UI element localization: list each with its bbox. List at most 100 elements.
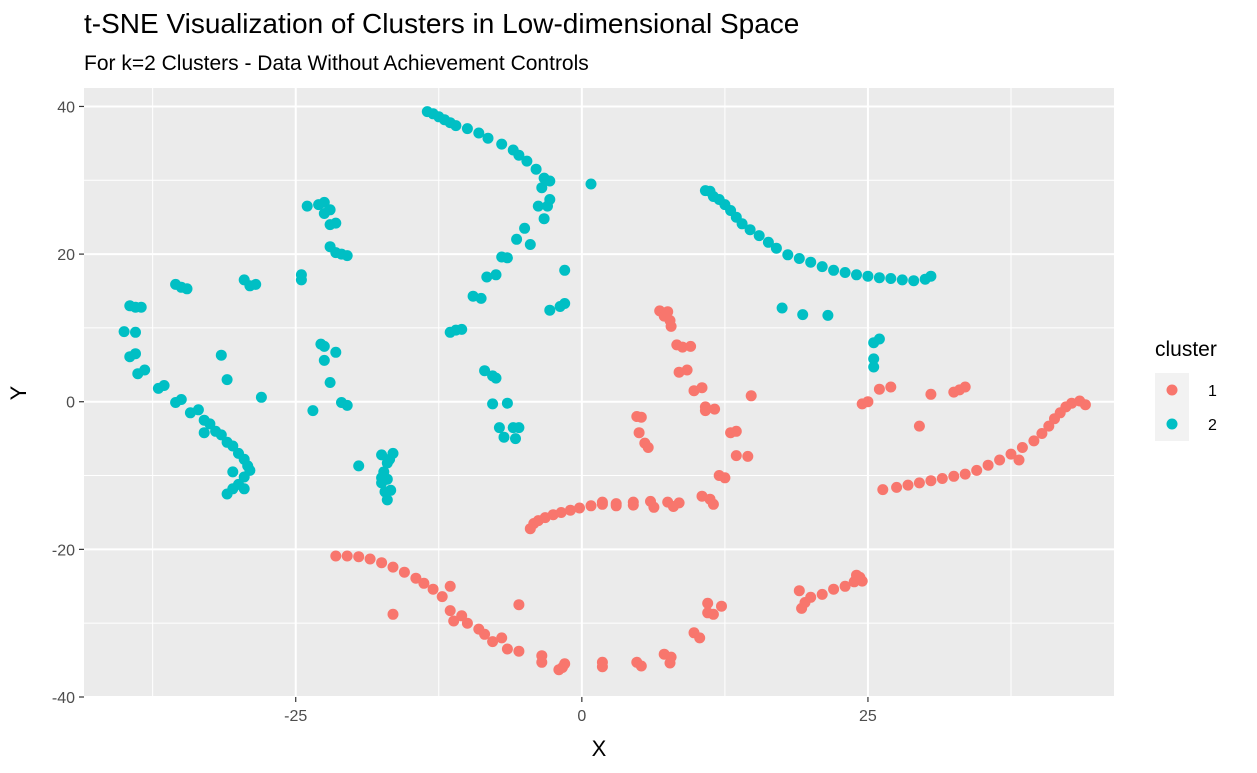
- data-point-cluster-2: [295, 274, 307, 286]
- data-point-cluster-2: [805, 256, 817, 268]
- data-point-cluster-2: [318, 208, 330, 219]
- data-point-cluster-2: [501, 397, 513, 409]
- data-point-cluster-2: [215, 429, 227, 441]
- legend-swatch-2: [1166, 418, 1178, 430]
- data-point-cluster-2: [885, 273, 897, 284]
- data-point-cluster-1: [707, 608, 719, 620]
- data-point-cluster-1: [536, 656, 548, 668]
- data-point-cluster-2: [307, 405, 319, 417]
- data-point-cluster-1: [496, 632, 508, 644]
- data-point-cluster-1: [664, 657, 676, 669]
- data-point-cluster-2: [776, 302, 788, 314]
- data-point-cluster-2: [238, 483, 250, 495]
- data-point-cluster-2: [215, 349, 227, 361]
- data-point-cluster-1: [444, 605, 456, 617]
- data-point-cluster-2: [175, 394, 187, 405]
- data-point-cluster-1: [376, 557, 388, 569]
- data-point-cluster-1: [816, 588, 828, 600]
- data-point-cluster-2: [868, 353, 880, 365]
- data-point-cluster-2: [496, 251, 508, 263]
- data-point-cluster-2: [736, 218, 748, 230]
- data-point-cluster-2: [221, 488, 233, 500]
- data-point-cluster-2: [797, 309, 809, 321]
- data-point-cluster-1: [982, 459, 994, 471]
- data-point-cluster-2: [324, 377, 336, 388]
- x-tick-label: 0: [577, 708, 586, 725]
- data-point-cluster-2: [330, 217, 342, 229]
- data-point-cluster-1: [665, 320, 677, 332]
- data-point-cluster-2: [585, 178, 597, 190]
- data-point-cluster-1: [444, 580, 456, 592]
- data-point-cluster-2: [532, 200, 544, 212]
- data-point-cluster-1: [839, 580, 851, 592]
- data-point-cluster-2: [450, 120, 462, 132]
- data-point-cluster-1: [1016, 442, 1028, 453]
- data-point-cluster-1: [677, 341, 688, 353]
- data-point-cluster-2: [493, 422, 505, 434]
- data-point-cluster-1: [635, 411, 647, 423]
- data-point-cluster-1: [662, 306, 674, 318]
- data-point-cluster-2: [221, 374, 233, 386]
- data-point-cluster-1: [873, 383, 885, 395]
- data-point-cluster-1: [994, 454, 1006, 466]
- x-axis-ticks: -25 0 25: [284, 697, 877, 725]
- data-point-cluster-1: [364, 553, 376, 565]
- data-point-cluster-2: [204, 418, 216, 430]
- data-point-cluster-2: [227, 440, 239, 452]
- data-point-cluster-1: [730, 450, 742, 462]
- data-point-cluster-2: [238, 471, 250, 483]
- data-point-cluster-2: [770, 242, 782, 254]
- data-point-cluster-1: [633, 427, 645, 439]
- data-point-cluster-2: [511, 233, 523, 245]
- data-point-cluster-2: [544, 175, 556, 187]
- data-point-cluster-1: [648, 501, 660, 513]
- data-point-cluster-2: [482, 132, 494, 144]
- data-point-cluster-1: [862, 396, 874, 408]
- data-point-cluster-1: [501, 643, 513, 655]
- data-point-cluster-2: [513, 422, 525, 434]
- data-point-cluster-1: [418, 577, 430, 589]
- data-point-cluster-1: [553, 664, 565, 676]
- data-point-cluster-2: [753, 230, 765, 242]
- data-point-cluster-2: [130, 326, 141, 338]
- legend-items: 12: [1155, 373, 1217, 441]
- data-point-cluster-2: [524, 239, 536, 250]
- data-point-cluster-1: [1028, 435, 1040, 447]
- data-point-cluster-1: [427, 583, 439, 595]
- data-point-cluster-1: [805, 591, 817, 603]
- data-point-cluster-1: [596, 496, 608, 508]
- data-point-cluster-1: [461, 617, 473, 629]
- data-point-cluster-2: [376, 449, 388, 461]
- data-point-cluster-2: [318, 354, 330, 366]
- data-point-cluster-1: [902, 479, 914, 491]
- data-point-cluster-1: [696, 382, 708, 394]
- data-point-cluster-1: [719, 472, 731, 484]
- legend-label-1: 1: [1208, 383, 1217, 400]
- y-tick-label: 0: [66, 395, 75, 412]
- data-point-cluster-1: [971, 464, 983, 476]
- data-point-cluster-1: [913, 477, 925, 489]
- data-point-cluster-2: [158, 380, 170, 391]
- data-point-cluster-2: [130, 348, 141, 360]
- data-point-cluster-2: [521, 155, 533, 167]
- legend-title: cluster: [1155, 338, 1217, 361]
- data-point-cluster-2: [227, 466, 239, 478]
- data-point-cluster-2: [376, 472, 388, 484]
- x-tick-label: 25: [859, 708, 877, 725]
- data-point-cluster-2: [873, 272, 885, 284]
- y-axis-title: Y: [6, 385, 31, 400]
- data-point-cluster-1: [1005, 448, 1017, 460]
- data-point-cluster-2: [544, 304, 556, 316]
- data-point-cluster-2: [341, 250, 353, 262]
- chart-subtitle: For k=2 Clusters - Data Without Achievem…: [84, 52, 589, 75]
- data-point-cluster-2: [544, 194, 556, 205]
- data-point-cluster-2: [481, 271, 493, 283]
- data-point-cluster-2: [139, 364, 151, 376]
- x-tick-label: -25: [284, 708, 307, 725]
- data-point-cluster-2: [816, 261, 828, 273]
- data-point-cluster-1: [913, 420, 925, 432]
- data-point-cluster-1: [1079, 399, 1091, 411]
- data-point-cluster-2: [301, 200, 313, 212]
- data-point-cluster-2: [473, 127, 485, 139]
- data-point-cluster-2: [118, 326, 130, 338]
